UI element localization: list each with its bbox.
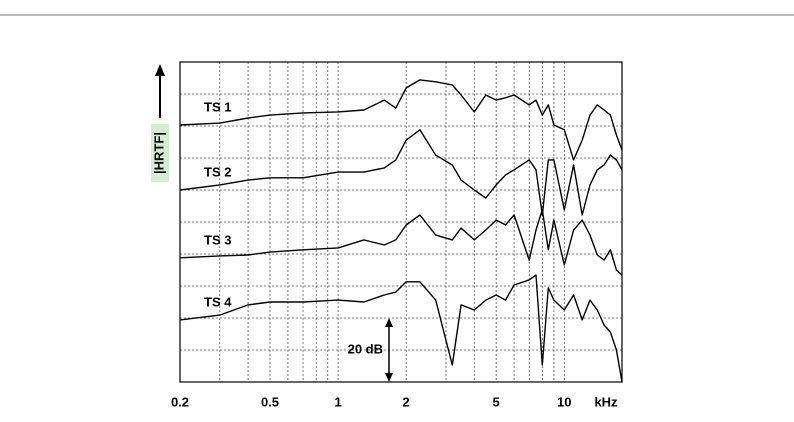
series-label: TS 4	[204, 294, 232, 309]
x-unit-label: kHz	[594, 394, 618, 409]
x-tick-label: 2	[403, 394, 410, 409]
scale-bar-label: 20 dB	[348, 341, 383, 356]
series-label: TS 1	[204, 99, 231, 114]
plot-frame	[179, 61, 623, 383]
series-line	[179, 79, 623, 161]
x-tick-label: 0.5	[261, 394, 279, 409]
x-tick-label: 10	[557, 394, 571, 409]
x-tick-label: 1	[334, 394, 341, 409]
series-label: TS 3	[204, 232, 231, 247]
scale-bar-head	[385, 373, 393, 382]
series-line	[179, 274, 623, 383]
scale-bar-head	[385, 318, 393, 327]
y-arrow-head	[155, 64, 165, 76]
series-label: TS 2	[204, 164, 231, 179]
x-tick-label: 5	[493, 394, 500, 409]
y-label-bg	[151, 124, 169, 182]
series-line	[179, 209, 623, 276]
series-line	[179, 129, 623, 216]
y-label: |HRTF|	[151, 132, 166, 174]
x-tick-label: 0.2	[171, 394, 189, 409]
